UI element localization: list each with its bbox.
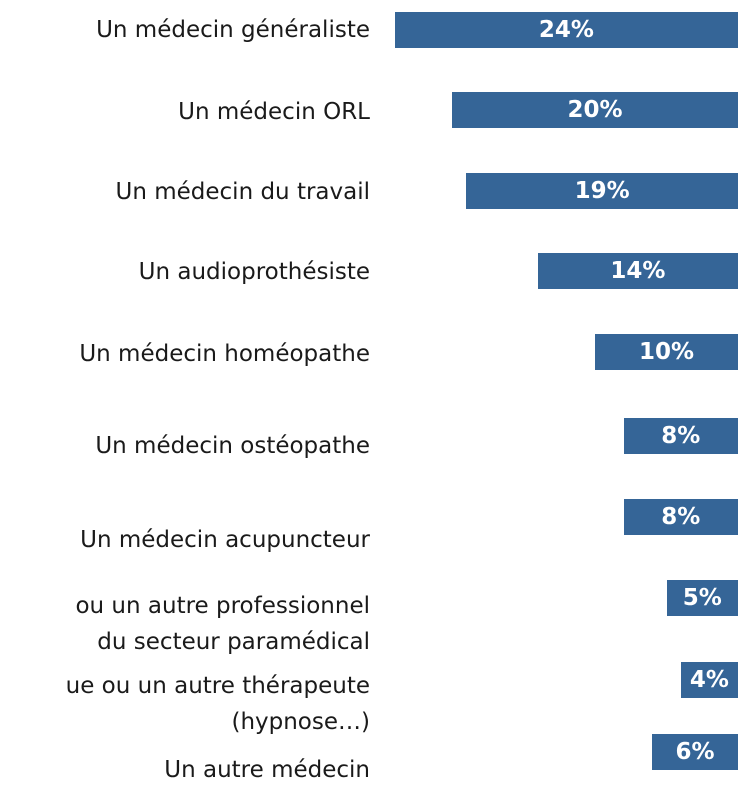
bar — [452, 92, 738, 128]
category-label: Un audioprothésiste — [138, 259, 370, 285]
bar — [394, 12, 738, 48]
bar — [623, 418, 738, 454]
category-label: Un autre médecin — [164, 757, 370, 783]
bar — [652, 734, 738, 770]
value-label: 8% — [661, 423, 701, 449]
bar — [680, 662, 738, 698]
category-label: Un médecin ORL — [178, 99, 370, 125]
bar — [537, 253, 738, 289]
value-label: 10% — [638, 339, 695, 365]
bar — [466, 173, 738, 209]
value-label: 14% — [610, 258, 666, 284]
category-label: Un médecin du travail — [115, 179, 371, 205]
category-label: ou un autre professionnel du secteur par… — [75, 593, 370, 655]
value-label: 20% — [567, 97, 623, 123]
category-label: ue ou un autre thérapeute (hypnose…) — [65, 673, 370, 735]
value-label: 5% — [682, 585, 722, 611]
value-label: 24% — [538, 17, 594, 43]
category-label: Un médecin acupuncteur — [80, 527, 370, 553]
value-label: 19% — [574, 178, 630, 204]
bar — [595, 334, 738, 370]
value-label: 4% — [689, 667, 729, 693]
value-label: 6% — [675, 739, 715, 765]
value-label: 8% — [661, 504, 701, 530]
category-label: Un médecin homéopathe — [79, 341, 370, 367]
category-label: Un médecin ostéopathe — [95, 433, 370, 459]
bar — [666, 580, 738, 616]
bar — [623, 499, 738, 535]
category-label: Un médecin généraliste — [96, 17, 370, 43]
